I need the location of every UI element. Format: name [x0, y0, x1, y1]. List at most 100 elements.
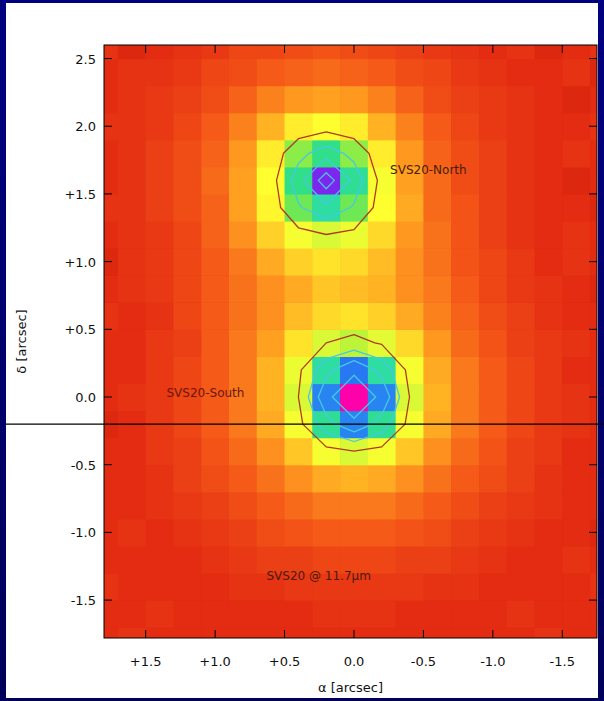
heatmap-cell — [423, 465, 451, 493]
heatmap-cell — [229, 140, 257, 168]
heatmap-cells — [104, 45, 597, 638]
heatmap-cell — [312, 383, 340, 411]
heatmap-cell — [118, 248, 146, 276]
heatmap-cell — [451, 573, 479, 601]
heatmap-cell — [312, 86, 340, 114]
heatmap-cell — [173, 275, 201, 303]
heatmap-cell — [451, 519, 479, 547]
heatmap-cell — [368, 221, 396, 249]
heatmap-cell — [201, 329, 229, 357]
heatmap-cell — [146, 438, 174, 466]
heatmap-cell — [118, 221, 146, 249]
heatmap-cell — [340, 302, 368, 330]
heatmap-cell — [535, 383, 563, 411]
heatmap-cell — [368, 302, 396, 330]
heatmap-cell — [423, 383, 451, 411]
heatmap-cell — [285, 465, 313, 493]
y-tick-label: +1.5 — [64, 187, 96, 202]
heatmap-cell — [451, 221, 479, 249]
heatmap-cell — [173, 438, 201, 466]
heatmap-cell — [535, 275, 563, 303]
y-tick — [104, 532, 112, 533]
y-tick-label: +0.5 — [64, 322, 96, 337]
heatmap-cell — [396, 438, 424, 466]
heatmap-cell — [507, 356, 535, 384]
x-tick — [562, 630, 563, 638]
x-tick-label: -1.5 — [550, 654, 575, 669]
heatmap-cell — [562, 573, 590, 601]
heatmap-cell — [312, 45, 340, 59]
y-tick — [104, 329, 112, 330]
heatmap-cell — [368, 600, 396, 628]
heatmap-cell — [423, 546, 451, 574]
annotation: SVS20 @ 11.7μm — [266, 569, 370, 583]
heatmap-cell — [285, 356, 313, 384]
heatmap-cell — [562, 492, 590, 520]
heatmap-cell — [479, 356, 507, 384]
y-tick-label: 2.5 — [75, 52, 96, 67]
heatmap-cell — [312, 167, 340, 195]
heatmap-cell — [312, 438, 340, 466]
y-tick — [104, 261, 112, 262]
heatmap-cell — [479, 59, 507, 87]
heatmap-cell — [173, 140, 201, 168]
x-tick — [145, 630, 146, 638]
heatmap-cell — [118, 600, 146, 628]
heatmap-cell — [507, 275, 535, 303]
heatmap-cell — [451, 546, 479, 574]
heatmap-cell — [562, 329, 590, 357]
heatmap-cell — [104, 45, 118, 59]
heatmap-cell — [590, 627, 597, 638]
y-tick-right — [589, 464, 597, 465]
heatmap-cell — [312, 194, 340, 222]
heatmap-cell — [201, 546, 229, 574]
heatmap-cell — [104, 627, 118, 638]
heatmap-cell — [590, 356, 597, 384]
heatmap-cell — [201, 113, 229, 141]
heatmap-cell — [146, 356, 174, 384]
heatmap-cell — [368, 465, 396, 493]
heatmap-cell — [507, 194, 535, 222]
heatmap-cell — [173, 86, 201, 114]
heatmap-cell — [451, 302, 479, 330]
heatmap-cell — [507, 519, 535, 547]
heatmap-cell — [118, 167, 146, 195]
heatmap-cell — [312, 600, 340, 628]
heatmap-cell — [229, 600, 257, 628]
heatmap-cell — [590, 140, 597, 168]
heatmap-cell — [479, 492, 507, 520]
heatmap-cell — [118, 546, 146, 574]
heatmap-cell — [257, 167, 285, 195]
heatmap-cell — [368, 329, 396, 357]
y-tick-label: 2.0 — [75, 119, 96, 134]
heatmap-cell — [104, 546, 118, 574]
heatmap-cell — [423, 113, 451, 141]
x-tick-label: -1.0 — [480, 654, 505, 669]
x-tick-top — [145, 45, 146, 53]
heatmap-cell — [507, 113, 535, 141]
heatmap-cell — [146, 546, 174, 574]
heatmap-cell — [285, 248, 313, 276]
heatmap-cell — [590, 167, 597, 195]
x-tick-top — [423, 45, 424, 53]
heatmap-cell — [479, 275, 507, 303]
heatmap-cell — [146, 45, 174, 59]
heatmap-cell — [285, 438, 313, 466]
heatmap-cell — [535, 248, 563, 276]
heatmap-cell — [451, 113, 479, 141]
heatmap-cell — [396, 113, 424, 141]
heatmap-cell — [396, 356, 424, 384]
contour — [318, 173, 375, 419]
heatmap-cell — [173, 113, 201, 141]
heatmap-cell — [507, 600, 535, 628]
y-tick-right — [589, 58, 597, 59]
heatmap-cell — [368, 492, 396, 520]
heatmap-cell — [285, 45, 313, 59]
heatmap-cell — [479, 383, 507, 411]
heatmap-cell — [507, 438, 535, 466]
heatmap-cell — [229, 167, 257, 195]
y-tick-label: +1.0 — [64, 255, 96, 270]
x-tick-top — [492, 45, 493, 53]
heatmap-cell — [479, 302, 507, 330]
heatmap-cell — [368, 573, 396, 601]
